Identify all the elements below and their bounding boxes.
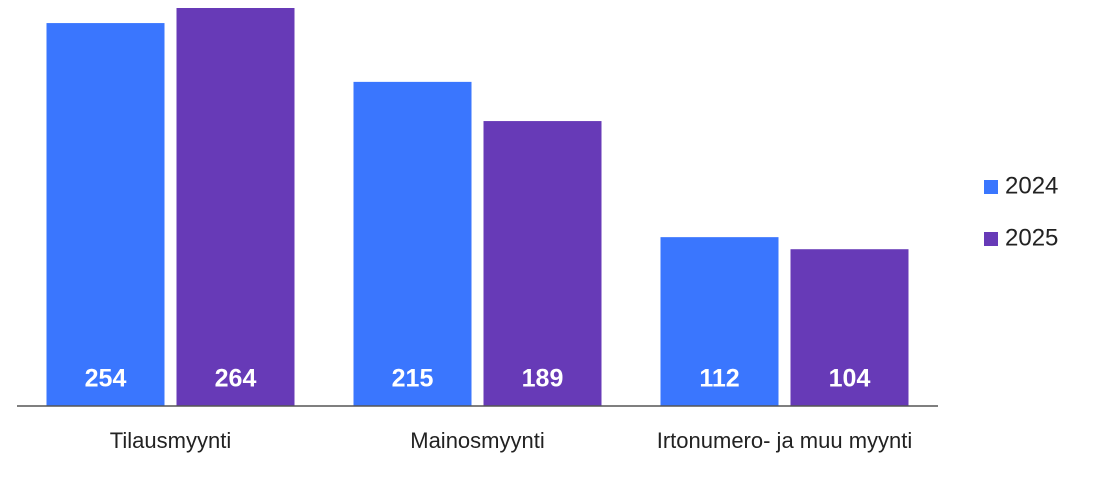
bar	[176, 8, 295, 406]
category-label: Tilausmyynti	[109, 428, 232, 453]
legend-swatch	[984, 232, 998, 246]
category-label: Mainosmyynti	[410, 428, 545, 453]
category-label: Irtonumero- ja muu myynti	[656, 428, 913, 453]
legend-label: 2025	[1005, 224, 1058, 251]
value-label: 254	[85, 365, 127, 393]
bar	[353, 81, 472, 406]
legend-swatch	[984, 180, 998, 194]
bar	[46, 23, 165, 407]
bar	[660, 237, 779, 406]
legend-label: 2024	[1005, 172, 1058, 199]
value-label: 189	[522, 365, 564, 393]
bar	[483, 121, 602, 407]
value-label: 104	[829, 365, 871, 393]
value-label: 264	[215, 365, 257, 393]
value-label: 112	[699, 365, 739, 393]
value-label: 215	[392, 365, 434, 393]
bar	[790, 249, 909, 406]
